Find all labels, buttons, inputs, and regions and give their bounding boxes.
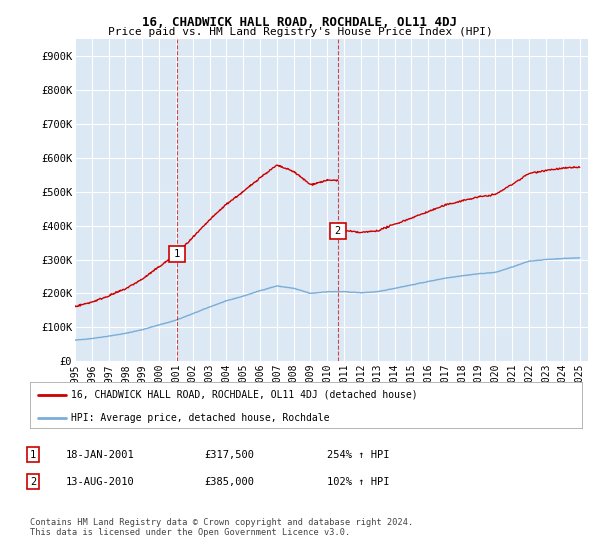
Text: HPI: Average price, detached house, Rochdale: HPI: Average price, detached house, Roch… <box>71 413 330 423</box>
Text: 13-AUG-2010: 13-AUG-2010 <box>66 477 135 487</box>
Text: 16, CHADWICK HALL ROAD, ROCHDALE, OL11 4DJ (detached house): 16, CHADWICK HALL ROAD, ROCHDALE, OL11 4… <box>71 390 418 400</box>
Text: 102% ↑ HPI: 102% ↑ HPI <box>327 477 389 487</box>
Text: £317,500: £317,500 <box>204 450 254 460</box>
Text: Price paid vs. HM Land Registry's House Price Index (HPI): Price paid vs. HM Land Registry's House … <box>107 27 493 37</box>
Text: 16, CHADWICK HALL ROAD, ROCHDALE, OL11 4DJ: 16, CHADWICK HALL ROAD, ROCHDALE, OL11 4… <box>143 16 458 29</box>
Text: 254% ↑ HPI: 254% ↑ HPI <box>327 450 389 460</box>
Text: 1: 1 <box>173 249 180 259</box>
Text: £385,000: £385,000 <box>204 477 254 487</box>
Text: Contains HM Land Registry data © Crown copyright and database right 2024.
This d: Contains HM Land Registry data © Crown c… <box>30 518 413 538</box>
Text: 18-JAN-2001: 18-JAN-2001 <box>66 450 135 460</box>
Text: 2: 2 <box>335 226 341 236</box>
Text: 1: 1 <box>30 450 36 460</box>
Text: 2: 2 <box>30 477 36 487</box>
